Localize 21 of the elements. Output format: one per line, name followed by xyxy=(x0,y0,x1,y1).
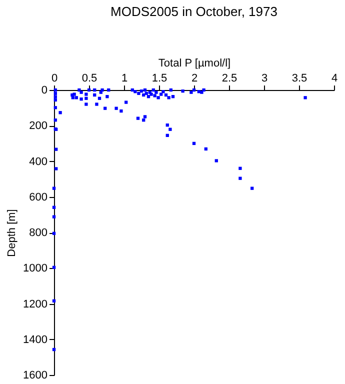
y-tick-label: 1200 xyxy=(23,298,48,310)
y-tick-label: 200 xyxy=(29,120,48,132)
chart-title: MODS2005 in October, 1973 xyxy=(110,4,278,19)
x-tick-label: 2 xyxy=(191,72,198,84)
x-axis-title: Total P [µmol/l] xyxy=(158,58,231,70)
y-axis-title: Depth [m] xyxy=(6,209,18,257)
y-tick-label: 1400 xyxy=(23,334,48,346)
x-tick-label: 1.5 xyxy=(152,72,168,84)
x-tick-label: 0 xyxy=(51,72,58,84)
x-tick-label: 3.5 xyxy=(292,72,308,84)
y-tick-label: 800 xyxy=(29,227,48,239)
y-tick-label: 1600 xyxy=(23,370,48,382)
y-tick-label: 600 xyxy=(29,191,48,204)
x-tick-label: 3 xyxy=(261,72,268,84)
x-tick-label: 0.5 xyxy=(82,72,98,84)
x-tick-label: 2.5 xyxy=(222,72,238,84)
x-tick-label: 4 xyxy=(331,72,338,84)
y-tick-label: 0 xyxy=(41,84,48,96)
y-tick-label: 1000 xyxy=(23,262,48,275)
x-tick-label: 1 xyxy=(121,72,128,84)
y-tick-label: 400 xyxy=(29,156,48,168)
